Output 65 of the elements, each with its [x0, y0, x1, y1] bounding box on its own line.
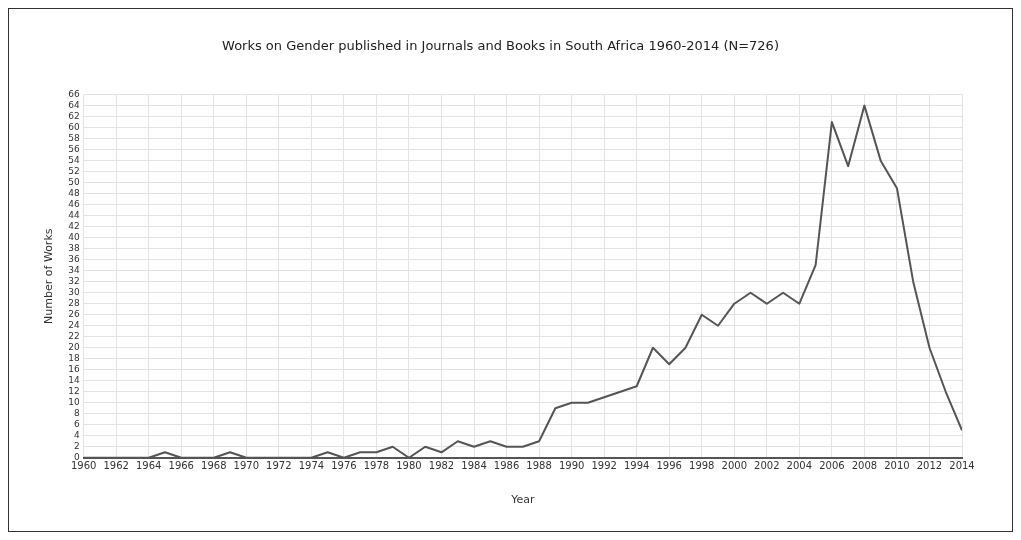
y-tick-label: 18 [68, 353, 80, 364]
x-tick-label: 1964 [135, 460, 162, 472]
y-tick-label: 58 [68, 132, 80, 143]
y-tick-label: 46 [68, 199, 80, 209]
x-tick-label: 2014 [949, 460, 975, 472]
y-tick-label: 62 [68, 110, 80, 121]
y-tick-label: 66 [68, 88, 80, 99]
x-tick-label: 1970 [233, 460, 260, 472]
x-tick-label: 2008 [851, 460, 878, 472]
y-tick-label: 4 [73, 430, 80, 441]
y-tick-label: 16 [68, 364, 80, 375]
x-axis-title: Year [510, 493, 535, 507]
y-tick-label: 44 [68, 210, 80, 221]
x-tick-label: 2004 [786, 460, 813, 472]
x-tick-label: 1972 [266, 460, 292, 472]
y-tick-label: 30 [68, 287, 80, 298]
y-tick-label: 36 [68, 254, 80, 265]
y-tick-label: 6 [73, 419, 80, 430]
y-tick-label: 56 [68, 143, 80, 154]
y-tick-label: 48 [68, 188, 80, 198]
y-tick-label: 28 [68, 298, 80, 309]
y-tick-label: 14 [68, 375, 80, 386]
y-tick-label: 40 [68, 232, 80, 243]
x-tick-label: 1994 [623, 460, 650, 472]
x-tick-label: 1962 [103, 460, 129, 472]
x-tick-label: 1980 [396, 460, 422, 472]
y-axis-title: Number of Works [42, 228, 56, 324]
x-tick-label: 1982 [428, 460, 455, 472]
y-tick-label: 8 [73, 408, 80, 419]
y-tick-label: 32 [68, 276, 80, 287]
chart-title: Works on Gender published in Journals and Books in South Africa 1960-2014 (N=726) [222, 38, 779, 54]
y-tick-label: 52 [68, 165, 80, 176]
y-tick-label: 38 [68, 243, 80, 254]
y-tick-label: 20 [68, 342, 80, 353]
x-tick-label: 1974 [298, 460, 325, 472]
x-tick-label: 2002 [754, 460, 780, 472]
x-tick-label: 1992 [591, 460, 617, 472]
x-tick-label: 1986 [493, 460, 520, 472]
y-tick-label: 26 [68, 309, 80, 320]
y-tick-label: 10 [68, 397, 80, 408]
x-tick-label: 1988 [526, 460, 552, 472]
x-tick-label: 1960 [70, 460, 97, 472]
x-tick-label: 2000 [721, 460, 748, 472]
y-tick-label: 12 [68, 386, 80, 397]
x-tick-label: 1978 [363, 460, 390, 472]
y-tick-label: 60 [68, 121, 80, 132]
x-tick-label: 2012 [916, 460, 943, 472]
y-tick-label: 24 [68, 320, 80, 331]
x-tick-label: 1996 [656, 460, 682, 472]
y-tick-label: 22 [68, 331, 80, 342]
y-tick-label: 0 [73, 452, 80, 463]
y-tick-label: 50 [68, 176, 80, 187]
y-tick-label: 64 [68, 99, 80, 110]
y-tick-label: 34 [68, 265, 80, 276]
x-tick-label: 1990 [558, 460, 585, 472]
y-tick-label: 54 [68, 154, 80, 165]
x-tick-label: 1966 [168, 460, 194, 472]
x-tick-label: 1968 [201, 460, 227, 472]
x-tick-label: 1998 [689, 460, 715, 472]
y-tick-label: 2 [73, 441, 80, 452]
x-tick-label: 1976 [331, 460, 357, 472]
x-tick-label: 2010 [884, 460, 910, 472]
x-tick-label: 1984 [461, 460, 487, 472]
x-tick-label: 2006 [819, 460, 845, 472]
y-tick-label: 42 [68, 221, 80, 232]
